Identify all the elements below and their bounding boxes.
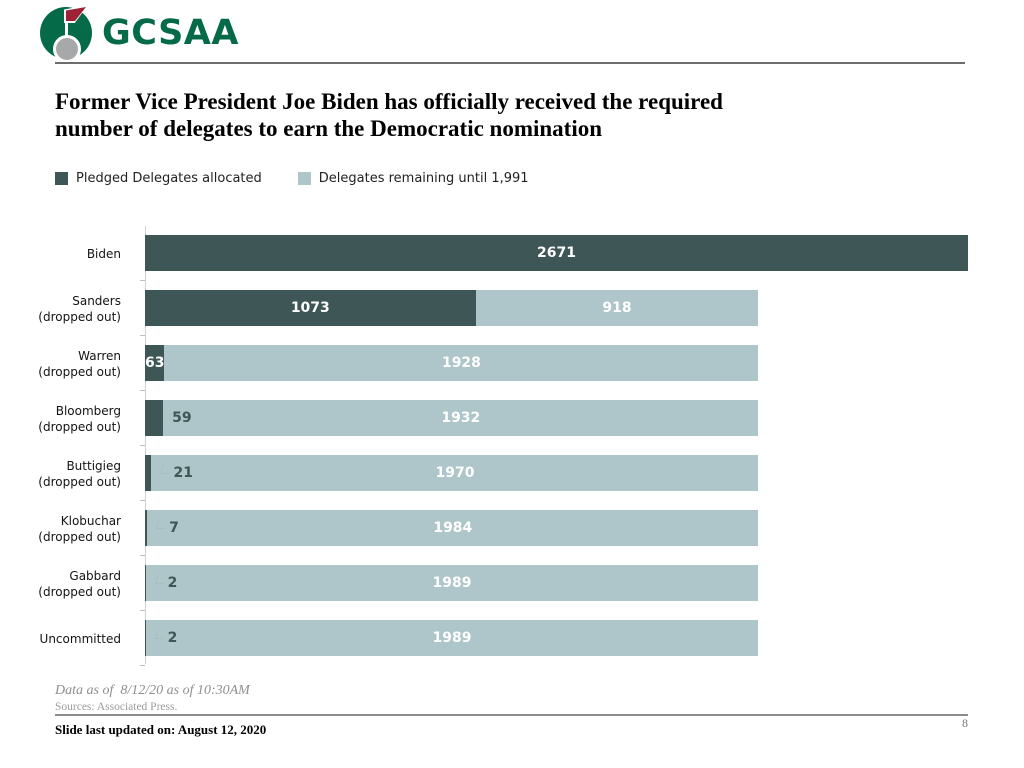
remaining-segment: 918 <box>475 290 759 326</box>
logo-golf-ball <box>53 35 81 63</box>
category-sub: (dropped out) <box>38 529 121 544</box>
category-name: Buttigieg <box>66 458 121 473</box>
legend-swatch-remaining <box>297 172 311 185</box>
slide-title-line2: number of delegates to earn the Democrat… <box>55 116 603 141</box>
axis-tick <box>140 665 145 666</box>
sources-note: Sources: Associated Press. <box>55 701 178 713</box>
chart-row-sanders: Sanders (dropped out) 1073 918 <box>0 281 968 336</box>
bar-track: 1989 2 <box>145 565 968 601</box>
category-label: Gabbard (dropped out) <box>0 568 133 600</box>
allocated-segment <box>145 620 146 656</box>
logo-flagstick <box>65 10 68 42</box>
bar-track: 63 1928 <box>145 345 968 381</box>
category-label: Warren (dropped out) <box>0 348 133 380</box>
allocated-value-label: 2 <box>154 574 178 591</box>
bar-track: 1932 59 <box>145 400 968 436</box>
leader-line <box>160 464 173 474</box>
allocated-segment <box>145 455 152 491</box>
allocated-value-label: 21 <box>160 464 193 481</box>
category-name: Gabbard <box>69 568 121 583</box>
data-as-of-note: Data as of 8/12/20 as of 10:30AM <box>55 683 250 698</box>
allocated-value-label: 7 <box>155 519 179 536</box>
gcsaa-logo: GCSAA <box>38 4 239 63</box>
bar-track: 2671 <box>145 235 968 271</box>
category-name: Uncommitted <box>39 631 121 646</box>
logo-wordmark: GCSAA <box>102 13 239 53</box>
allocated-segment: 2671 <box>145 235 968 271</box>
remaining-segment: 1989 <box>145 565 759 601</box>
category-label: Klobuchar (dropped out) <box>0 513 133 545</box>
chart-row-uncommitted: Uncommitted 1989 2 <box>0 611 968 666</box>
allocated-segment <box>145 510 148 546</box>
allocated-segment <box>145 400 164 436</box>
chart-row-warren: Warren (dropped out) 63 1928 <box>0 336 968 391</box>
allocated-value-text: 2 <box>167 630 178 646</box>
slide-title-line1: Former Vice President Joe Biden has offi… <box>55 89 723 114</box>
bar-track: 1989 2 <box>145 620 968 656</box>
chart-legend: Pledged Delegates allocated Delegates re… <box>55 171 529 186</box>
delegates-bar-chart: Biden 2671 Sanders (dropped out) 1073 918 Warr… <box>0 226 968 668</box>
axis-tick <box>140 335 145 336</box>
remaining-segment: 1928 <box>164 345 759 381</box>
allocated-segment: 1073 <box>145 290 476 326</box>
legend-item-allocated: Pledged Delegates allocated <box>55 171 262 186</box>
category-name: Klobuchar <box>60 513 121 528</box>
remaining-segment: 1989 <box>145 620 759 656</box>
remaining-segment: 1932 <box>163 400 759 436</box>
allocated-value-label: 2 <box>154 629 178 646</box>
page-number: 8 <box>962 716 968 730</box>
bar-track: 1984 7 <box>145 510 968 546</box>
axis-tick <box>140 445 145 446</box>
category-sub: (dropped out) <box>38 419 121 434</box>
category-label: Biden <box>0 246 133 262</box>
category-sub: (dropped out) <box>38 364 121 379</box>
category-label: Sanders (dropped out) <box>0 293 133 325</box>
category-label: Bloomberg (dropped out) <box>0 403 133 435</box>
legend-label-remaining: Delegates remaining until 1,991 <box>318 171 529 186</box>
leader-line <box>154 574 167 584</box>
category-sub: (dropped out) <box>38 309 121 324</box>
bar-track: 1970 21 <box>145 455 968 491</box>
category-name: Sanders <box>72 293 121 308</box>
chart-row-gabbard: Gabbard (dropped out) 1989 2 <box>0 556 968 611</box>
leader-line <box>155 519 168 529</box>
chart-row-buttigieg: Buttigieg (dropped out) 1970 21 <box>0 446 968 501</box>
gcsaa-logo-icon <box>38 4 96 63</box>
allocated-value-text: 21 <box>173 465 193 481</box>
remaining-segment: 1984 <box>147 510 759 546</box>
legend-label-allocated: Pledged Delegates allocated <box>76 171 262 186</box>
allocated-value-text: 2 <box>167 575 178 591</box>
allocated-segment <box>145 565 146 601</box>
category-name: Warren <box>78 348 121 363</box>
chart-row-biden: Biden 2671 <box>0 226 968 281</box>
category-sub: (dropped out) <box>38 474 121 489</box>
axis-tick <box>140 390 145 391</box>
allocated-value-label: 59 <box>172 410 191 426</box>
axis-tick <box>140 610 145 611</box>
slide-updated-note: Slide last updated on: August 12, 2020 <box>55 722 267 737</box>
legend-swatch-allocated <box>55 172 68 185</box>
leader-line <box>154 629 167 639</box>
allocated-value-text: 59 <box>172 410 192 426</box>
chart-row-klobuchar: Klobuchar (dropped out) 1984 7 <box>0 501 968 556</box>
axis-tick <box>140 500 145 501</box>
category-label: Uncommitted <box>0 631 133 647</box>
allocated-segment: 63 <box>145 345 164 381</box>
remaining-segment: 1970 <box>151 455 759 491</box>
legend-item-remaining: Delegates remaining until 1,991 <box>297 171 529 186</box>
category-sub: (dropped out) <box>38 584 121 599</box>
category-label: Buttigieg (dropped out) <box>0 458 133 490</box>
allocated-value-text: 7 <box>169 520 179 536</box>
header-divider <box>55 62 965 64</box>
chart-row-bloomberg: Bloomberg (dropped out) 1932 59 <box>0 391 968 446</box>
y-axis-line <box>145 226 146 664</box>
axis-tick <box>140 280 145 281</box>
category-name: Biden <box>86 246 121 261</box>
category-name: Bloomberg <box>55 403 121 418</box>
footer-divider <box>55 714 968 716</box>
axis-tick <box>140 555 145 556</box>
slide-title: Former Vice President Joe Biden has offi… <box>55 88 985 142</box>
bar-track: 1073 918 <box>145 290 968 326</box>
